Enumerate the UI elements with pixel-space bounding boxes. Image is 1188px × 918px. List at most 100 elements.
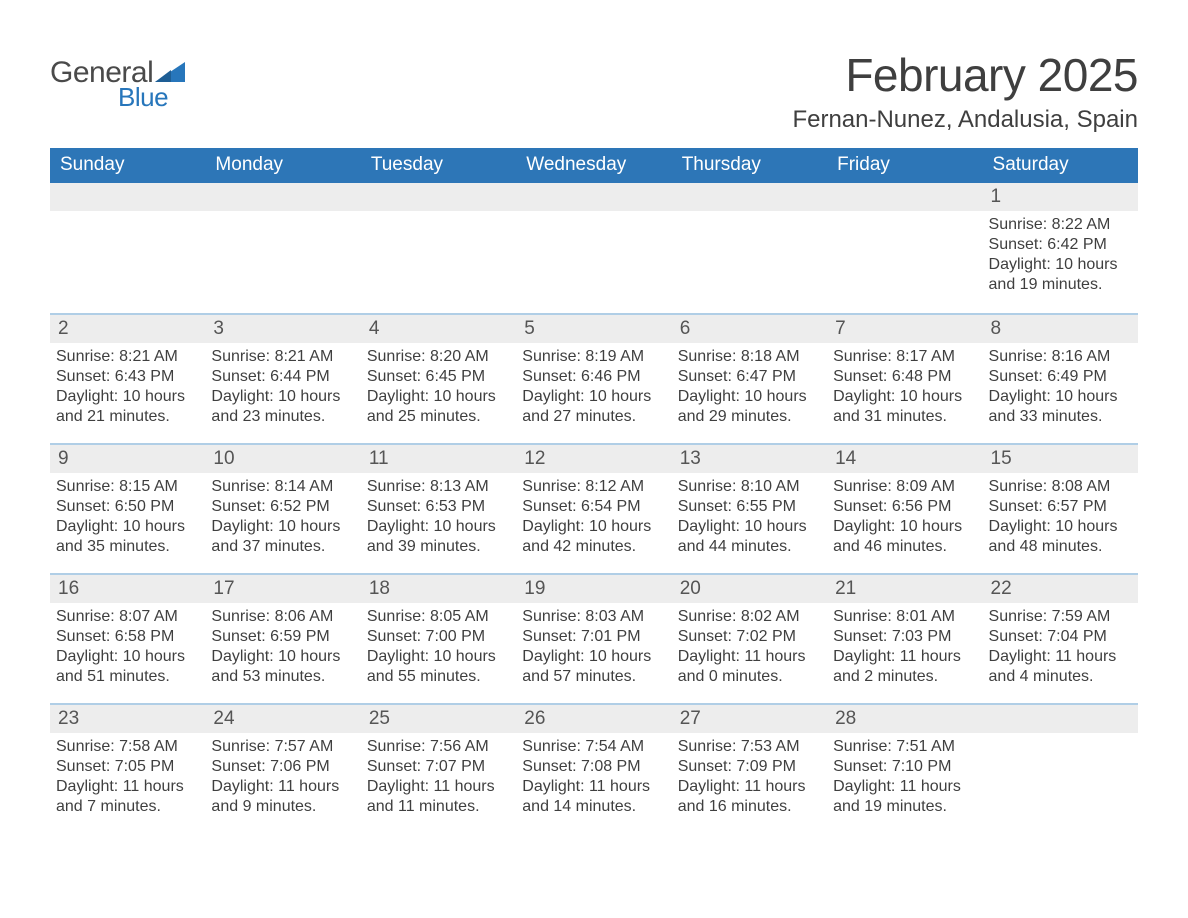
day-number bbox=[361, 183, 516, 211]
empty-cell bbox=[205, 183, 360, 313]
day-number: 13 bbox=[672, 445, 827, 473]
brand-logo: General Blue bbox=[50, 56, 185, 113]
day-number bbox=[205, 183, 360, 211]
day-cell: 12Sunrise: 8:12 AMSunset: 6:54 PMDayligh… bbox=[516, 445, 671, 573]
day-cell: 6Sunrise: 8:18 AMSunset: 6:47 PMDaylight… bbox=[672, 315, 827, 443]
day-cell: 3Sunrise: 8:21 AMSunset: 6:44 PMDaylight… bbox=[205, 315, 360, 443]
sunrise-line: Sunrise: 8:18 AM bbox=[678, 347, 819, 367]
day-number: 7 bbox=[827, 315, 982, 343]
daylight-line: Daylight: 10 hours and 33 minutes. bbox=[989, 387, 1130, 427]
daylight-line: Daylight: 10 hours and 51 minutes. bbox=[56, 647, 197, 687]
weekday-header: Monday bbox=[205, 148, 360, 183]
calendar-page: General Blue February 2025 Fernan-Nunez,… bbox=[0, 0, 1188, 873]
sunset-line: Sunset: 7:01 PM bbox=[522, 627, 663, 647]
day-cell: 18Sunrise: 8:05 AMSunset: 7:00 PMDayligh… bbox=[361, 575, 516, 703]
day-cell: 7Sunrise: 8:17 AMSunset: 6:48 PMDaylight… bbox=[827, 315, 982, 443]
daylight-line: Daylight: 10 hours and 48 minutes. bbox=[989, 517, 1130, 557]
sunset-line: Sunset: 6:47 PM bbox=[678, 367, 819, 387]
daylight-line: Daylight: 11 hours and 9 minutes. bbox=[211, 777, 352, 817]
sunrise-line: Sunrise: 7:53 AM bbox=[678, 737, 819, 757]
day-number: 27 bbox=[672, 705, 827, 733]
sunrise-line: Sunrise: 8:20 AM bbox=[367, 347, 508, 367]
day-cell: 10Sunrise: 8:14 AMSunset: 6:52 PMDayligh… bbox=[205, 445, 360, 573]
day-cell: 11Sunrise: 8:13 AMSunset: 6:53 PMDayligh… bbox=[361, 445, 516, 573]
sunrise-line: Sunrise: 8:19 AM bbox=[522, 347, 663, 367]
day-cell: 5Sunrise: 8:19 AMSunset: 6:46 PMDaylight… bbox=[516, 315, 671, 443]
sunset-line: Sunset: 7:05 PM bbox=[56, 757, 197, 777]
daylight-line: Daylight: 10 hours and 21 minutes. bbox=[56, 387, 197, 427]
day-cell: 1Sunrise: 8:22 AMSunset: 6:42 PMDaylight… bbox=[983, 183, 1138, 313]
header-row: General Blue February 2025 Fernan-Nunez,… bbox=[50, 48, 1138, 134]
day-number: 8 bbox=[983, 315, 1138, 343]
sunrise-line: Sunrise: 8:21 AM bbox=[56, 347, 197, 367]
month-title: February 2025 bbox=[792, 48, 1138, 102]
day-number: 6 bbox=[672, 315, 827, 343]
daylight-line: Daylight: 11 hours and 7 minutes. bbox=[56, 777, 197, 817]
weekday-header-row: SundayMondayTuesdayWednesdayThursdayFrid… bbox=[50, 148, 1138, 183]
day-number: 23 bbox=[50, 705, 205, 733]
day-cell: 25Sunrise: 7:56 AMSunset: 7:07 PMDayligh… bbox=[361, 705, 516, 833]
day-cell: 16Sunrise: 8:07 AMSunset: 6:58 PMDayligh… bbox=[50, 575, 205, 703]
weekday-header: Saturday bbox=[983, 148, 1138, 183]
sunset-line: Sunset: 6:46 PM bbox=[522, 367, 663, 387]
weekday-header: Friday bbox=[827, 148, 982, 183]
day-number bbox=[983, 705, 1138, 733]
week-row: 1Sunrise: 8:22 AMSunset: 6:42 PMDaylight… bbox=[50, 183, 1138, 313]
daylight-line: Daylight: 10 hours and 39 minutes. bbox=[367, 517, 508, 557]
sunset-line: Sunset: 7:06 PM bbox=[211, 757, 352, 777]
sunset-line: Sunset: 6:43 PM bbox=[56, 367, 197, 387]
weeks-container: 1Sunrise: 8:22 AMSunset: 6:42 PMDaylight… bbox=[50, 183, 1138, 833]
day-cell: 24Sunrise: 7:57 AMSunset: 7:06 PMDayligh… bbox=[205, 705, 360, 833]
daylight-line: Daylight: 10 hours and 37 minutes. bbox=[211, 517, 352, 557]
sunset-line: Sunset: 7:03 PM bbox=[833, 627, 974, 647]
daylight-line: Daylight: 10 hours and 57 minutes. bbox=[522, 647, 663, 687]
day-cell: 8 Sunrise: 8:16 AMSunset: 6:49 PMDaylight… bbox=[983, 315, 1138, 443]
daylight-line: Daylight: 10 hours and 31 minutes. bbox=[833, 387, 974, 427]
daylight-line: Daylight: 10 hours and 46 minutes. bbox=[833, 517, 974, 557]
daylight-line: Daylight: 11 hours and 4 minutes. bbox=[989, 647, 1130, 687]
day-cell: 22Sunrise: 7:59 AMSunset: 7:04 PMDayligh… bbox=[983, 575, 1138, 703]
empty-cell bbox=[672, 183, 827, 313]
day-number: 22 bbox=[983, 575, 1138, 603]
sunrise-line: Sunrise: 7:54 AM bbox=[522, 737, 663, 757]
day-cell: 19Sunrise: 8:03 AMSunset: 7:01 PMDayligh… bbox=[516, 575, 671, 703]
sunset-line: Sunset: 6:59 PM bbox=[211, 627, 352, 647]
sunset-line: Sunset: 6:54 PM bbox=[522, 497, 663, 517]
empty-cell bbox=[516, 183, 671, 313]
sunrise-line: Sunrise: 8:01 AM bbox=[833, 607, 974, 627]
day-cell: 28Sunrise: 7:51 AMSunset: 7:10 PMDayligh… bbox=[827, 705, 982, 833]
sunset-line: Sunset: 6:49 PM bbox=[989, 367, 1130, 387]
sunset-line: Sunset: 7:04 PM bbox=[989, 627, 1130, 647]
day-cell: 27Sunrise: 7:53 AMSunset: 7:09 PMDayligh… bbox=[672, 705, 827, 833]
sunrise-line: Sunrise: 8:15 AM bbox=[56, 477, 197, 497]
sunset-line: Sunset: 6:57 PM bbox=[989, 497, 1130, 517]
weekday-header: Tuesday bbox=[361, 148, 516, 183]
weekday-header: Thursday bbox=[672, 148, 827, 183]
day-cell: 4Sunrise: 8:20 AMSunset: 6:45 PMDaylight… bbox=[361, 315, 516, 443]
sunset-line: Sunset: 6:58 PM bbox=[56, 627, 197, 647]
sunrise-line: Sunrise: 8:16 AM bbox=[989, 347, 1130, 367]
empty-cell bbox=[50, 183, 205, 313]
sunrise-line: Sunrise: 8:13 AM bbox=[367, 477, 508, 497]
sunset-line: Sunset: 6:52 PM bbox=[211, 497, 352, 517]
day-number: 28 bbox=[827, 705, 982, 733]
week-row: 23Sunrise: 7:58 AMSunset: 7:05 PMDayligh… bbox=[50, 703, 1138, 833]
daylight-line: Daylight: 10 hours and 19 minutes. bbox=[989, 255, 1130, 295]
day-number: 15 bbox=[983, 445, 1138, 473]
daylight-line: Daylight: 10 hours and 53 minutes. bbox=[211, 647, 352, 687]
day-number: 2 bbox=[50, 315, 205, 343]
empty-cell bbox=[983, 705, 1138, 833]
day-number bbox=[516, 183, 671, 211]
sunset-line: Sunset: 6:50 PM bbox=[56, 497, 197, 517]
daylight-line: Daylight: 10 hours and 44 minutes. bbox=[678, 517, 819, 557]
daylight-line: Daylight: 10 hours and 23 minutes. bbox=[211, 387, 352, 427]
day-number: 14 bbox=[827, 445, 982, 473]
day-cell: 20Sunrise: 8:02 AMSunset: 7:02 PMDayligh… bbox=[672, 575, 827, 703]
sunset-line: Sunset: 7:09 PM bbox=[678, 757, 819, 777]
sunset-line: Sunset: 7:00 PM bbox=[367, 627, 508, 647]
sunrise-line: Sunrise: 7:57 AM bbox=[211, 737, 352, 757]
day-cell: 17Sunrise: 8:06 AMSunset: 6:59 PMDayligh… bbox=[205, 575, 360, 703]
day-number bbox=[50, 183, 205, 211]
sunset-line: Sunset: 6:45 PM bbox=[367, 367, 508, 387]
daylight-line: Daylight: 11 hours and 14 minutes. bbox=[522, 777, 663, 817]
